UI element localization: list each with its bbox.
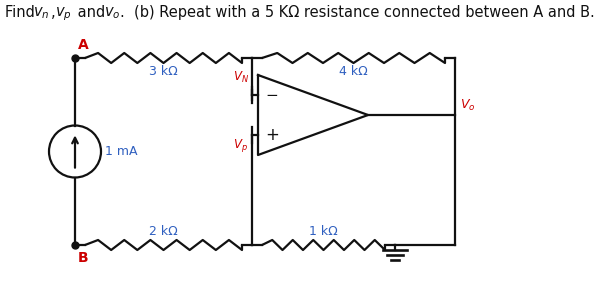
Text: A: A bbox=[78, 38, 89, 52]
Text: $v_n$: $v_n$ bbox=[33, 5, 50, 21]
Text: 4 kΩ: 4 kΩ bbox=[339, 65, 368, 78]
Text: 2 kΩ: 2 kΩ bbox=[149, 225, 178, 238]
Text: .  (b) Repeat with a 5 KΩ resistance connected between A and B.: . (b) Repeat with a 5 KΩ resistance conn… bbox=[120, 5, 595, 20]
Text: 1 kΩ: 1 kΩ bbox=[309, 225, 338, 238]
Text: $V_p$: $V_p$ bbox=[233, 137, 248, 154]
Text: $V_o$: $V_o$ bbox=[460, 98, 475, 112]
Text: 3 kΩ: 3 kΩ bbox=[149, 65, 178, 78]
Text: Find: Find bbox=[5, 5, 39, 20]
Text: 1 mA: 1 mA bbox=[105, 145, 138, 158]
Text: +: + bbox=[265, 126, 279, 144]
Text: B: B bbox=[78, 251, 89, 265]
Text: $V_N$: $V_N$ bbox=[233, 70, 249, 85]
Text: $v_o$: $v_o$ bbox=[104, 5, 120, 21]
Text: and: and bbox=[73, 5, 110, 20]
Text: −: − bbox=[266, 88, 278, 102]
Text: $v_p$: $v_p$ bbox=[55, 5, 72, 23]
Text: ,: , bbox=[51, 5, 56, 20]
